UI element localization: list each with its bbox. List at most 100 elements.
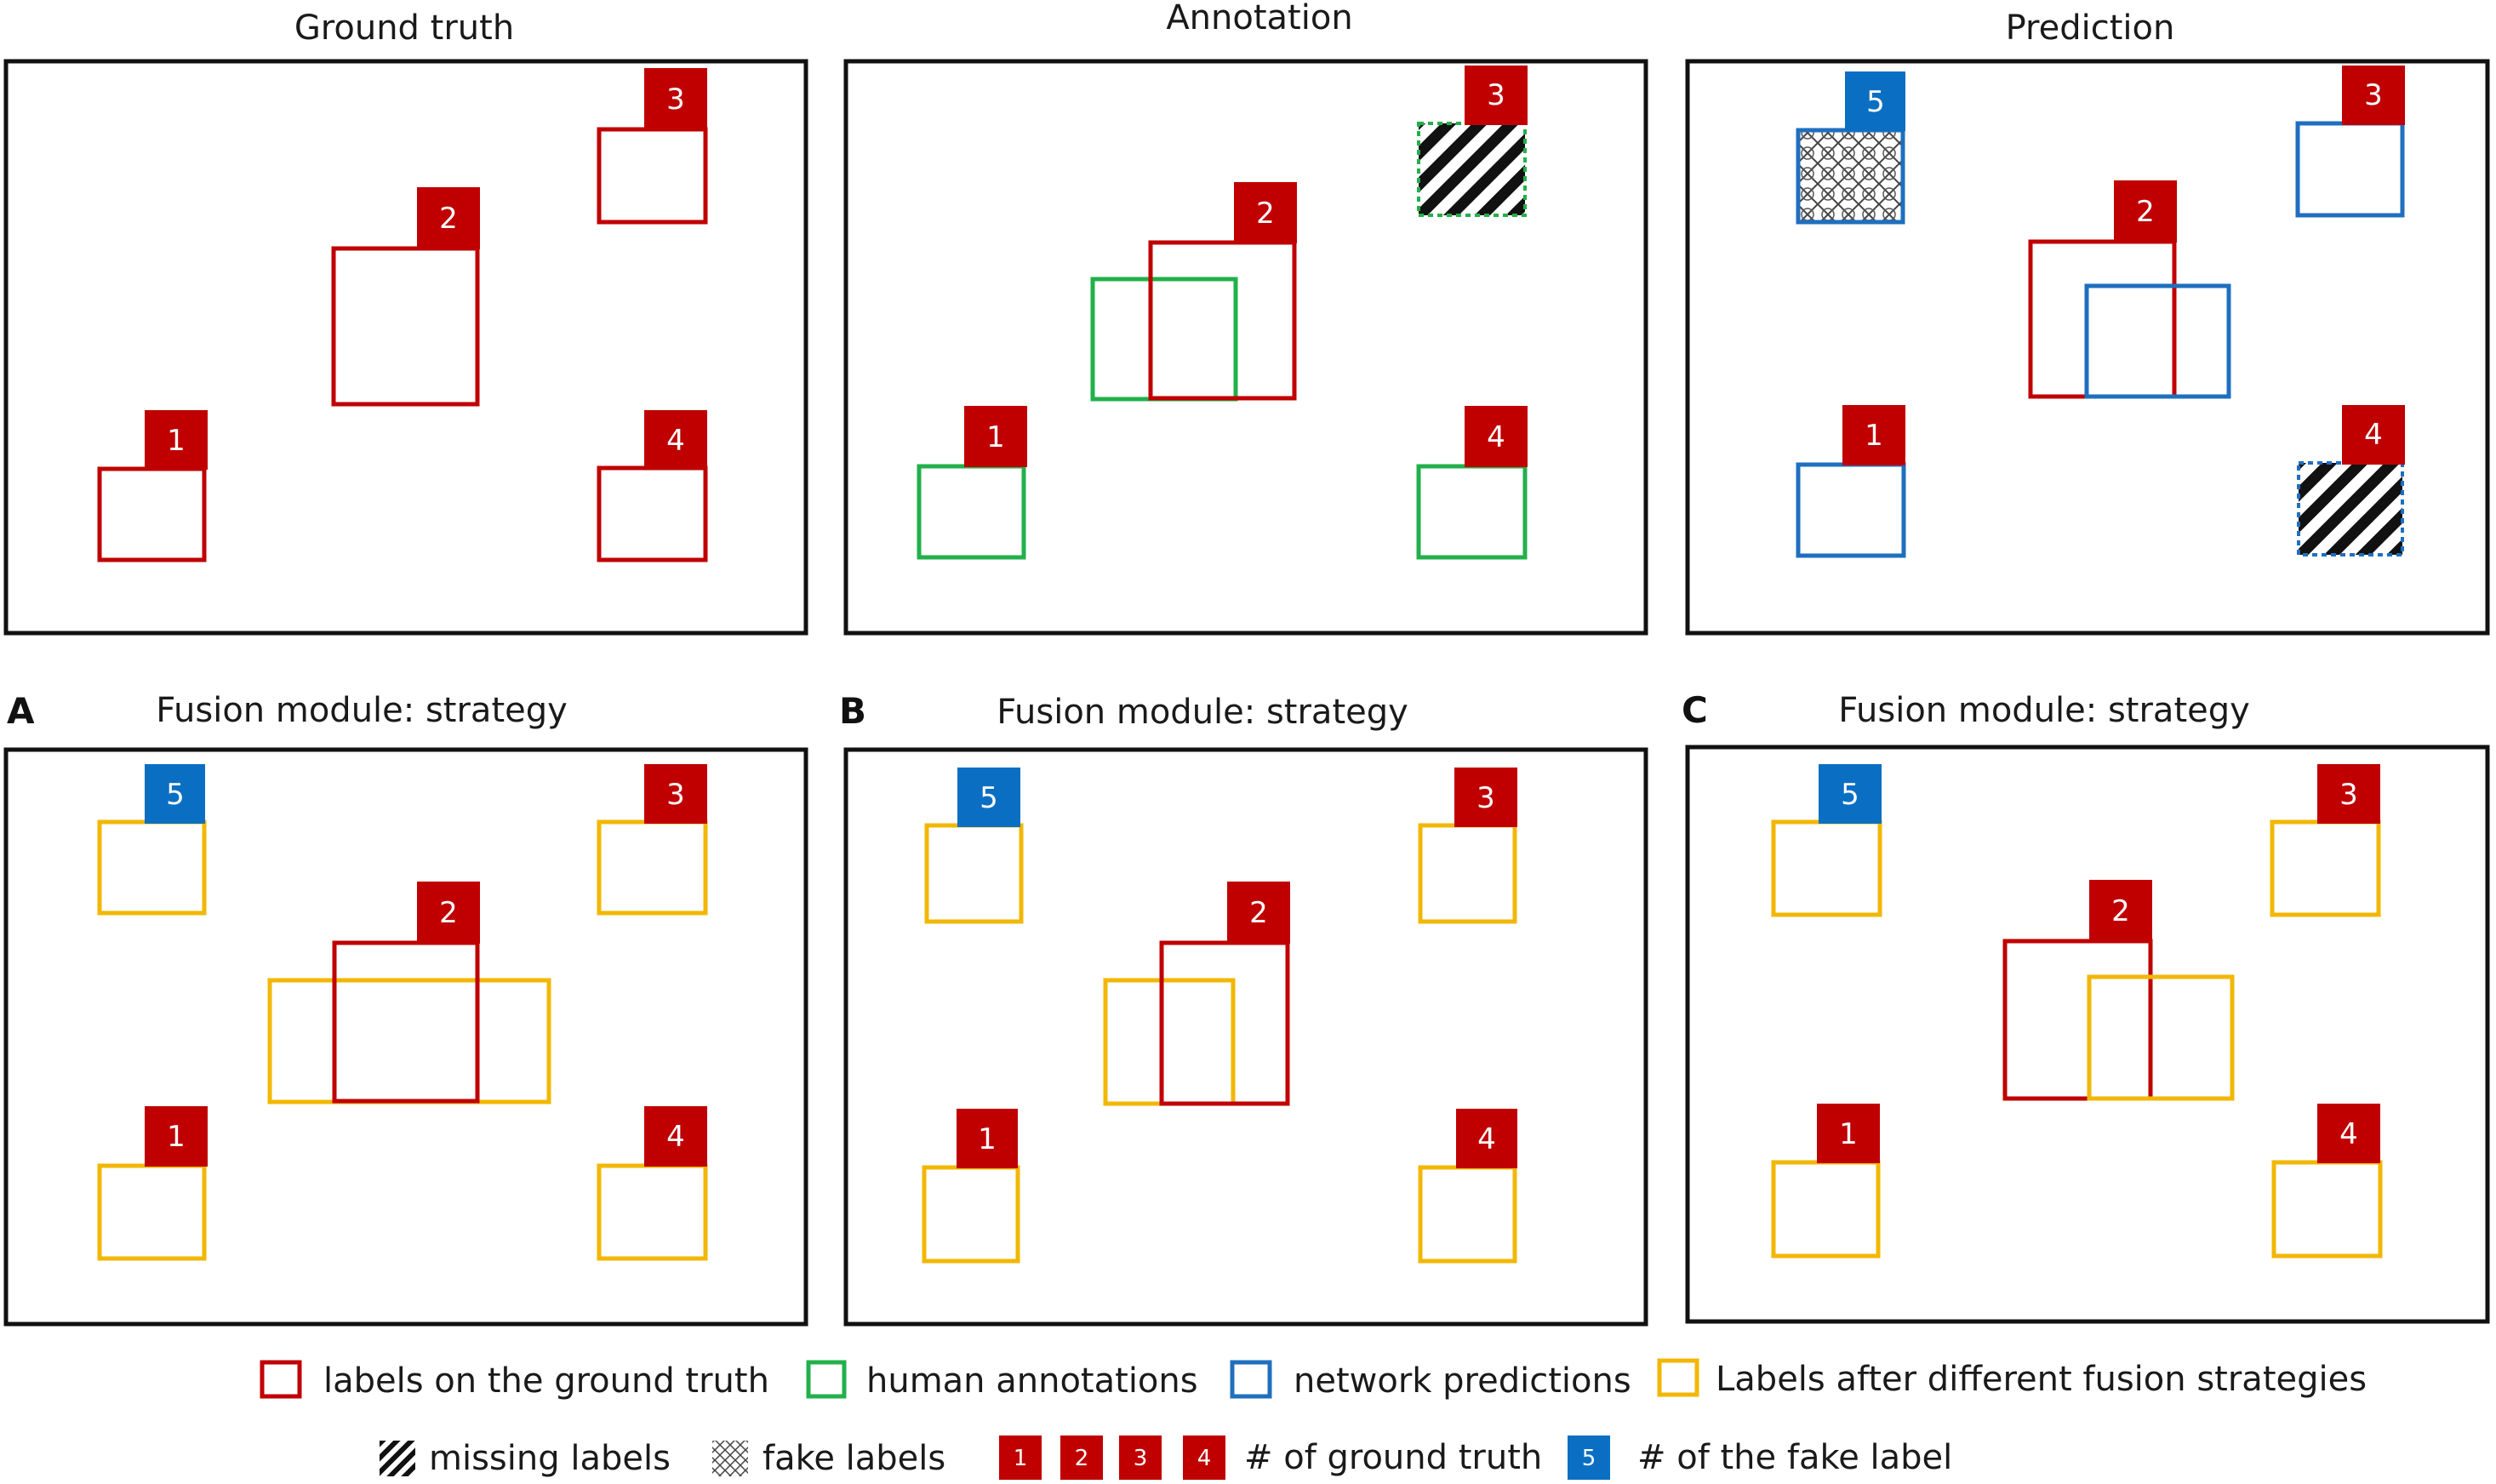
panel-fusion-c: C Fusion module: strategy 5 3 2 1 4 — [1682, 689, 2490, 1324]
legend-fake-badge-label: 5 — [1582, 1446, 1596, 1471]
badge-5-label: 5 — [1866, 85, 1885, 119]
legend-gt-numbers-label: # of ground truth — [1244, 1438, 1542, 1477]
panel-title: Prediction — [2006, 9, 2175, 48]
panel-annotation: Annotation 1 2 3 4 — [843, 0, 1648, 636]
badge-3 — [1454, 768, 1517, 827]
legend-gt-badge-1 — [999, 1435, 1042, 1480]
badge-2 — [1234, 182, 1297, 243]
panel-frame — [3, 747, 808, 1327]
fusion-box-2 — [2087, 974, 2235, 1101]
legend-fake-label: fake labels — [763, 1439, 945, 1478]
gt-box-2 — [2028, 239, 2177, 399]
badge-2-label: 2 — [1256, 197, 1275, 231]
panel-title: Fusion module: strategy — [997, 693, 1408, 732]
badge-5-label: 5 — [1841, 778, 1859, 812]
fusion-box-3 — [597, 819, 708, 916]
missing-box-3 — [1417, 122, 1527, 217]
fake-badge-5 — [1819, 764, 1882, 824]
badge-1 — [957, 1109, 1018, 1168]
fusion-box-3 — [2270, 819, 2381, 917]
badge-4 — [644, 1106, 707, 1167]
panel-frame — [1685, 59, 2490, 636]
panel-title: Fusion module: strategy — [1838, 691, 2250, 730]
badge-3-label: 3 — [666, 83, 685, 117]
fake-box-5 — [1796, 128, 1905, 225]
badge-1-label: 1 — [978, 1122, 997, 1156]
missing-labels-icon — [380, 1441, 415, 1476]
badge-3-label: 3 — [1476, 781, 1495, 815]
legend-swatch-fusion — [1657, 1358, 1699, 1397]
prediction-box-3 — [2295, 121, 2405, 218]
panel-frame — [3, 59, 808, 636]
badge-1 — [145, 410, 208, 470]
fake-badge-5 — [1845, 71, 1905, 131]
badge-4-label: 4 — [1487, 420, 1505, 454]
fusion-box-5 — [97, 819, 207, 916]
prediction-box-2 — [2084, 283, 2231, 399]
legend-fake-number-label: # of the fake label — [1637, 1438, 1952, 1477]
fusion-box-1 — [1771, 1160, 1881, 1259]
fusion-box-2 — [1103, 978, 1236, 1106]
gt-box-2 — [1159, 940, 1290, 1106]
badge-1 — [1817, 1104, 1880, 1163]
panel-letter: B — [839, 690, 866, 732]
badge-2-label: 2 — [439, 202, 458, 236]
fake-badge-5 — [957, 768, 1020, 827]
badge-4-label: 4 — [666, 1120, 685, 1154]
fusion-box-4 — [1418, 1165, 1517, 1264]
gt-box-2 — [1148, 240, 1297, 401]
badge-2 — [417, 882, 480, 944]
annotation-box-4 — [1416, 464, 1528, 560]
badge-4 — [644, 410, 707, 470]
fusion-box-1 — [922, 1165, 1020, 1264]
fusion-box-4 — [2271, 1160, 2383, 1259]
legend-fusion-label: Labels after different fusion strategies — [1716, 1360, 2367, 1399]
badge-3 — [644, 68, 707, 130]
prediction-box-1 — [1796, 462, 1906, 558]
legend-swatch-ground-truth — [260, 1360, 302, 1399]
badge-2-label: 2 — [1249, 896, 1268, 930]
gt-box-2 — [332, 940, 480, 1104]
legend-fake-badge — [1568, 1435, 1610, 1480]
badge-1-label: 1 — [1839, 1117, 1858, 1151]
legend-gt-badge-2-label: 2 — [1075, 1446, 1089, 1471]
panel-title: Annotation — [1166, 0, 1352, 37]
badge-3-label: 3 — [2339, 778, 2358, 812]
badge-2-label: 2 — [2136, 195, 2155, 229]
panel-fusion-a: A Fusion module: strategy 5 3 2 1 4 — [3, 690, 808, 1327]
badge-3 — [2317, 764, 2380, 824]
legend-ground-truth-label: labels on the ground truth — [323, 1361, 769, 1401]
badge-3 — [2342, 66, 2405, 125]
legend-gt-badge-4 — [1183, 1435, 1225, 1480]
missing-box-4 — [2297, 461, 2404, 556]
badge-4-label: 4 — [2339, 1117, 2358, 1151]
badge-4 — [2317, 1104, 2380, 1163]
legend-gt-badge-3 — [1119, 1435, 1162, 1480]
panel-frame — [843, 747, 1648, 1327]
fusion-box-3 — [1418, 823, 1517, 924]
legend-gt-badge-1-label: 1 — [1014, 1446, 1028, 1471]
gt-box-1 — [97, 466, 207, 562]
panel-frame — [843, 59, 1648, 636]
badge-1 — [145, 1106, 208, 1167]
panel-frame — [1685, 745, 2490, 1324]
fusion-box-1 — [97, 1163, 207, 1261]
badge-4-label: 4 — [1477, 1122, 1496, 1156]
badge-2-label: 2 — [2111, 894, 2130, 928]
badge-1-label: 1 — [167, 1120, 186, 1154]
badge-3-label: 3 — [666, 778, 685, 812]
badge-4 — [1465, 406, 1528, 467]
badge-5-label: 5 — [166, 778, 185, 812]
panel-fusion-b: B Fusion module: strategy 5 3 2 1 4 — [839, 690, 1648, 1327]
gt-box-2 — [2002, 939, 2153, 1101]
legend-network-predictions-label: network predictions — [1294, 1361, 1631, 1401]
badge-2 — [2089, 880, 2152, 942]
legend-swatch-human-annotations — [806, 1360, 847, 1399]
panel-letter: C — [1682, 689, 1708, 731]
annotation-box-1 — [917, 464, 1026, 560]
badge-1 — [1842, 405, 1905, 465]
panel-title: Ground truth — [294, 9, 514, 48]
annotation-box-2 — [1090, 277, 1238, 402]
panel-prediction: Prediction 5 3 2 1 4 — [1685, 9, 2490, 636]
